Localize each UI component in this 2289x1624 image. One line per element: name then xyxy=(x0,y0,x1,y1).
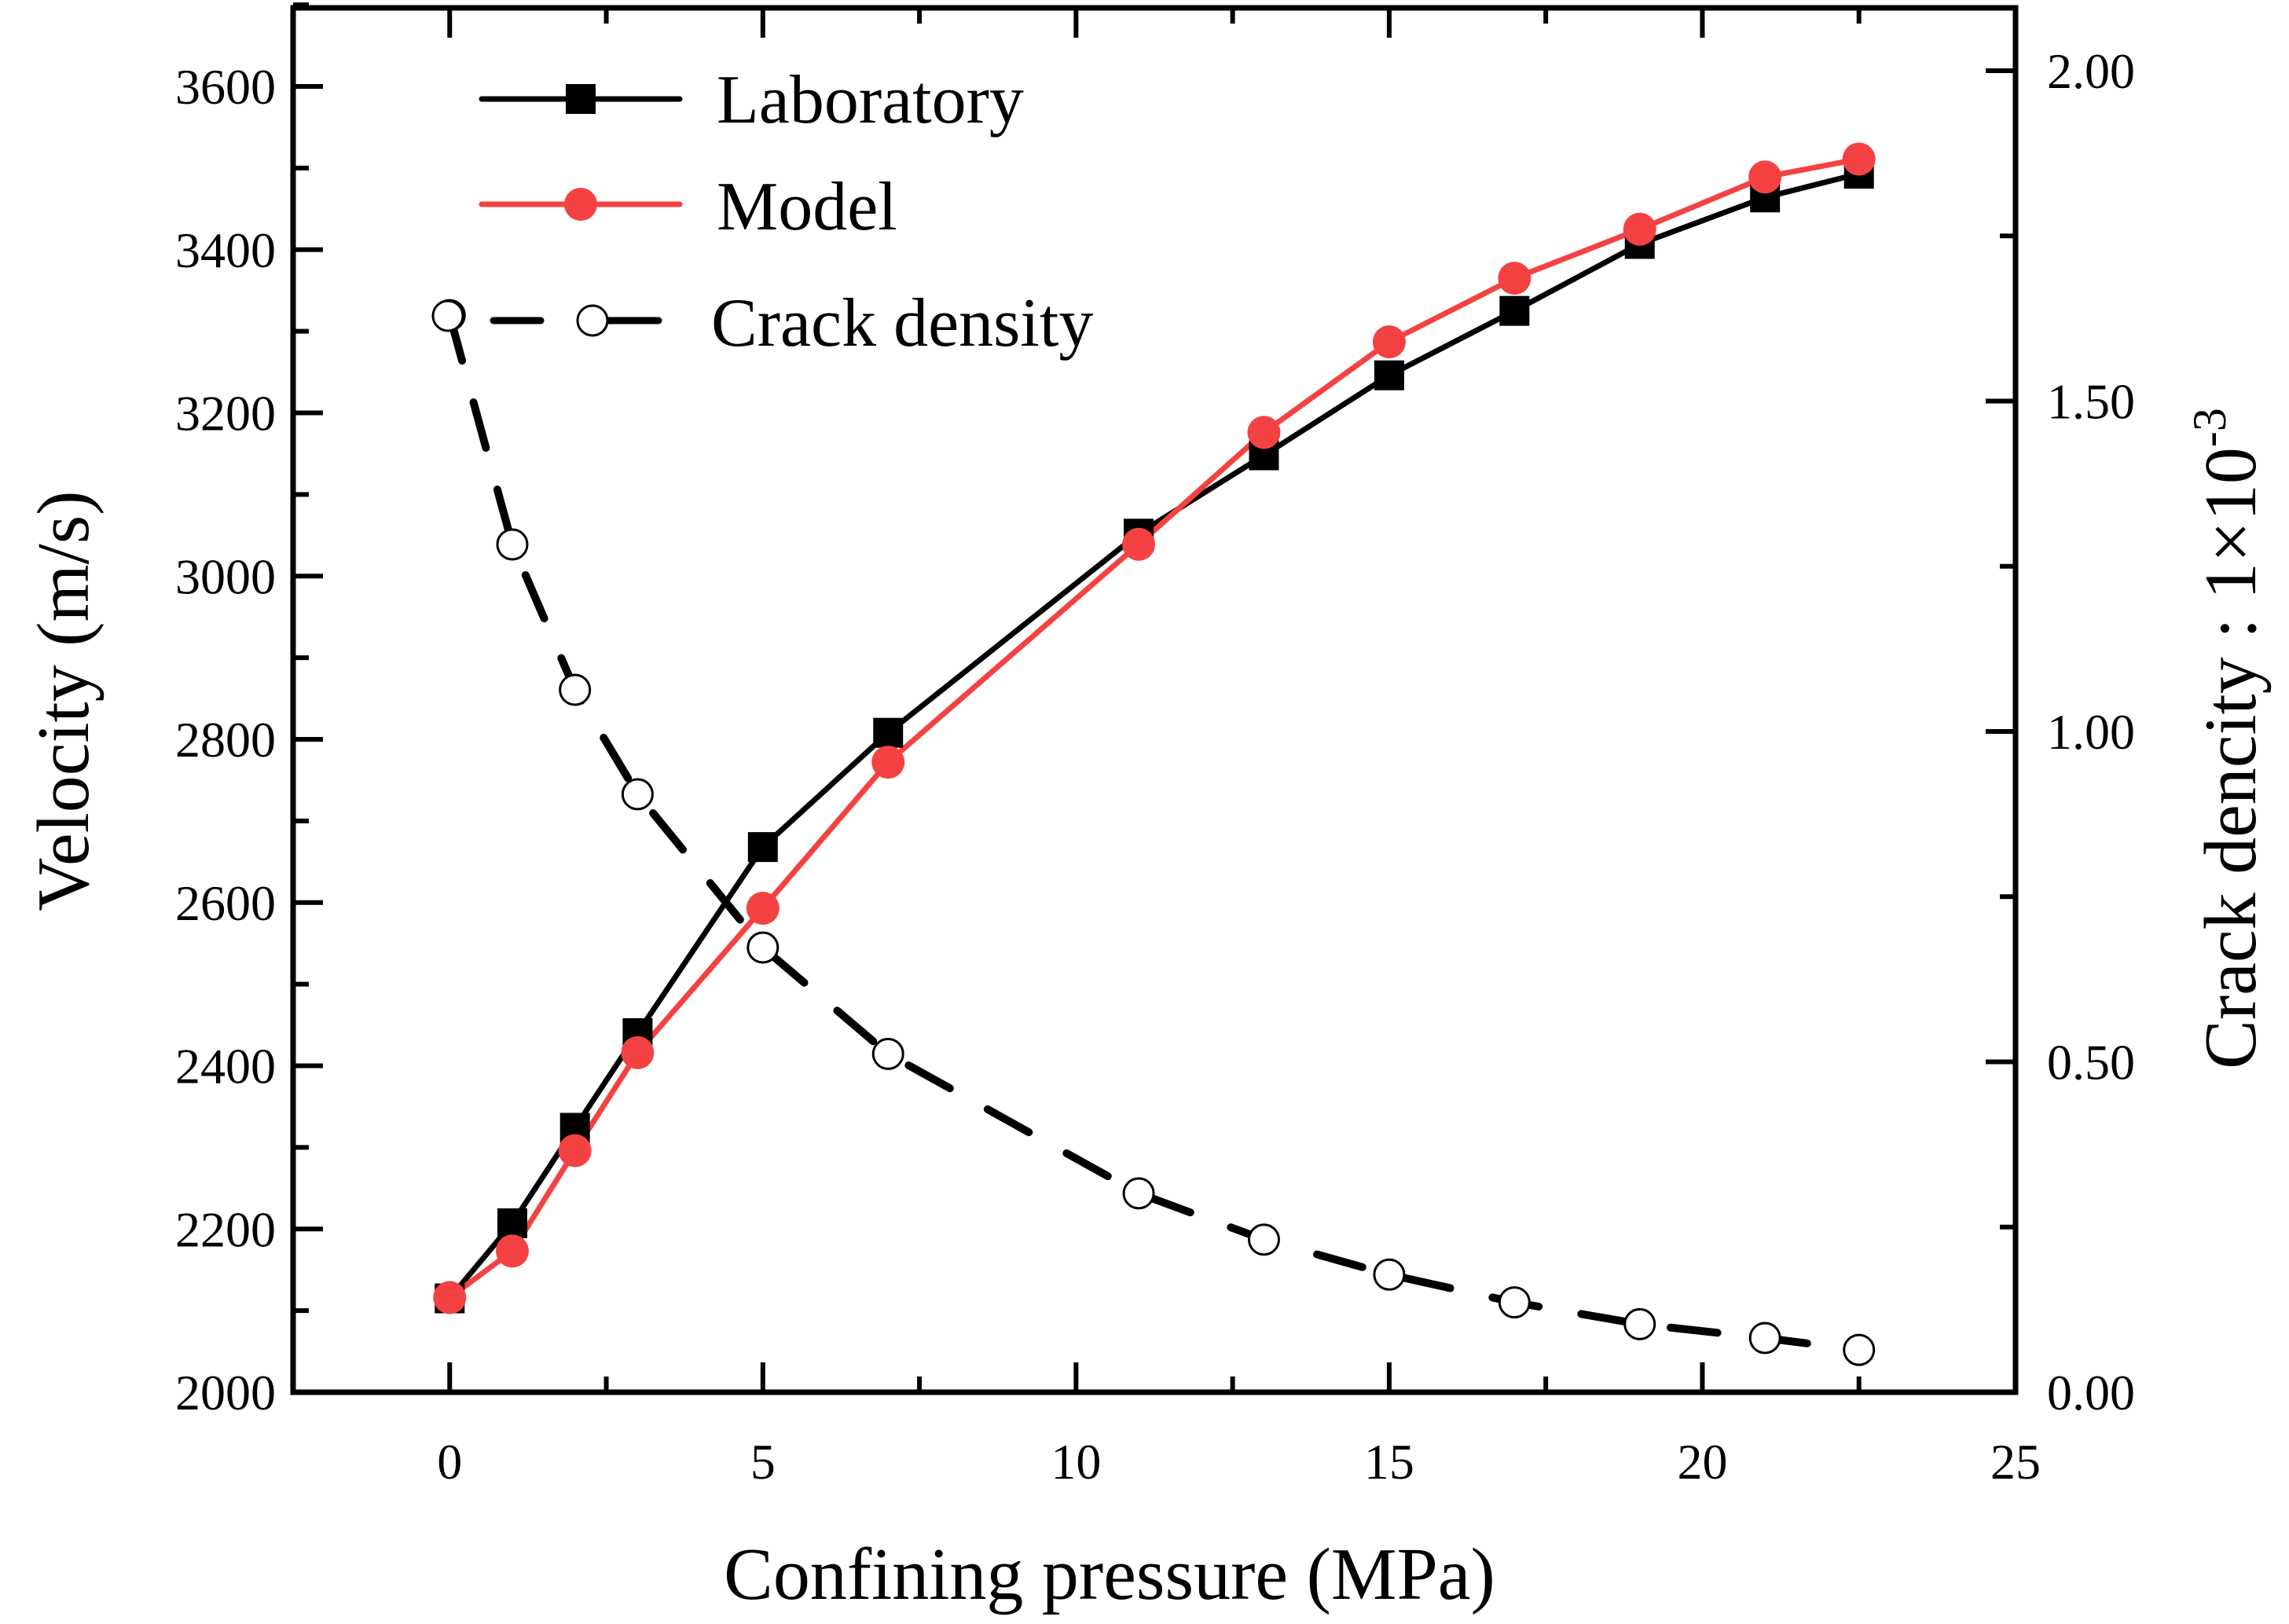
data-point-crack-density xyxy=(621,778,654,811)
data-point-crack-density xyxy=(1748,1322,1781,1355)
data-point-model xyxy=(1748,160,1782,194)
data-point-laboratory xyxy=(1499,295,1530,326)
y-tick-label: 2200 xyxy=(175,1201,276,1257)
y-right-axis-title-exponent: -3 xyxy=(2184,408,2236,447)
legend: Laboratory Model Crack density xyxy=(431,62,1093,361)
plot-frame xyxy=(290,5,2019,1395)
data-point-laboratory xyxy=(747,832,778,863)
data-point-crack-density xyxy=(496,528,529,561)
data-point-model xyxy=(1842,142,1876,176)
y-axis-title: Velocity (m/s) xyxy=(23,490,105,911)
data-point-laboratory xyxy=(497,1208,527,1238)
x-tick-label: 10 xyxy=(1051,1434,1101,1490)
data-point-model xyxy=(1372,325,1406,359)
x-tick-label: 15 xyxy=(1364,1434,1414,1490)
y-tick-label: 2000 xyxy=(175,1365,276,1421)
data-point-model xyxy=(1623,212,1656,246)
data-point-model xyxy=(495,1234,529,1268)
data-point-crack-density xyxy=(1247,1223,1280,1256)
data-point-model xyxy=(746,892,780,926)
y-tick-label: 3200 xyxy=(175,386,276,442)
x-axis-title: Confining pressure (MPa) xyxy=(724,1534,1495,1615)
data-point-crack-density xyxy=(1623,1307,1656,1340)
x-tick-label: 20 xyxy=(1677,1434,1727,1490)
legend-marker-laboratory xyxy=(566,84,596,114)
series-line-laboratory xyxy=(447,170,1860,1300)
data-point-model xyxy=(433,1281,467,1314)
data-point-model xyxy=(871,746,905,779)
legend-label-crack-density: Crack density xyxy=(711,285,1093,361)
legend-label-laboratory: Laboratory xyxy=(717,62,1024,138)
data-point-crack-density xyxy=(1498,1286,1531,1319)
legend-item-crack-density: Crack density xyxy=(431,285,1093,361)
y-right-tick-label: 2.00 xyxy=(2047,43,2135,99)
series-line-model xyxy=(448,156,1860,1300)
y-tick-label: 2800 xyxy=(175,712,276,768)
data-point-crack-density xyxy=(1122,1177,1155,1210)
y-right-tick-label: 0.00 xyxy=(2047,1365,2135,1421)
legend-marker-model xyxy=(564,188,597,221)
legend-item-model: Model xyxy=(479,169,897,245)
labels-layer: 0 5 10 15 20 25 2000 2200 2400 2600 2800 3000 3200 34… xyxy=(175,43,2135,1490)
data-point-crack-density xyxy=(1843,1333,1876,1366)
legend-marker-crack-density-2 xyxy=(576,304,609,337)
y-tick-label: 2400 xyxy=(175,1039,276,1094)
x-tick-label: 0 xyxy=(437,1434,462,1490)
data-point-laboratory xyxy=(1374,360,1404,390)
x-tick-label: 5 xyxy=(750,1434,776,1490)
data-point-laboratory xyxy=(873,717,904,748)
data-point-crack-density xyxy=(871,1037,904,1070)
legend-label-model: Model xyxy=(717,169,897,245)
data-point-crack-density xyxy=(1373,1258,1406,1291)
y-tick-label: 3400 xyxy=(175,222,276,278)
y-right-tick-label: 1.00 xyxy=(2047,704,2135,760)
data-point-model xyxy=(1247,416,1281,449)
data-point-crack-density xyxy=(746,931,780,964)
y-tick-label: 2600 xyxy=(175,875,276,931)
y-tick-label: 3600 xyxy=(175,59,276,115)
y-right-tick-label: 0.50 xyxy=(2047,1035,2135,1091)
data-point-model xyxy=(1122,527,1156,561)
series-layer xyxy=(433,142,1876,1366)
y-right-tick-label: 1.50 xyxy=(2047,374,2135,430)
y-tick-label: 3000 xyxy=(175,548,276,604)
data-point-crack-density xyxy=(559,673,592,706)
data-point-model xyxy=(1498,262,1532,295)
legend-marker-crack-density xyxy=(431,299,464,332)
x-tick-label: 25 xyxy=(1990,1434,2041,1490)
legend-item-laboratory: Laboratory xyxy=(479,62,1024,138)
y-right-axis-title: Crack dencity : 1×10-3 xyxy=(2184,408,2272,1069)
y-right-axis-title-base: Crack dencity : 1×10 xyxy=(2190,447,2272,1069)
ticks-layer xyxy=(293,2,2018,1395)
data-point-model xyxy=(558,1134,592,1168)
data-point-model xyxy=(621,1036,655,1069)
